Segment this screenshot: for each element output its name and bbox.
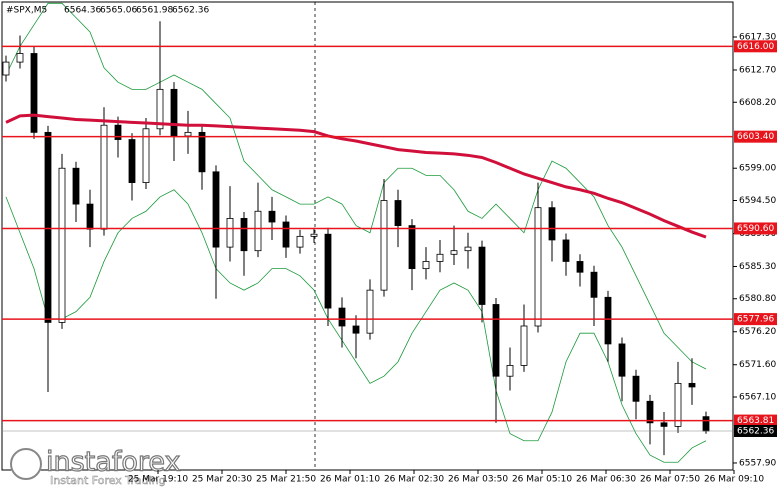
candle-body <box>254 210 262 252</box>
candle-body <box>16 53 24 63</box>
candle-body <box>58 167 66 323</box>
last-price-label: 6562.36 <box>737 426 774 436</box>
candle-body <box>660 422 668 427</box>
candle-body <box>548 207 556 241</box>
candle-body <box>422 261 430 270</box>
x-tick-label: 26 Mar 01:10 <box>320 475 380 485</box>
candle-body <box>352 325 360 334</box>
x-tick-label: 26 Mar 05:10 <box>512 475 572 485</box>
level-label: 6563.81 <box>737 416 774 426</box>
level-tag <box>734 313 777 326</box>
candle-body <box>282 221 290 248</box>
header-high: 6565.06 <box>100 6 137 16</box>
candle-body <box>100 124 108 230</box>
candle-body <box>576 261 584 273</box>
candle-body <box>296 235 304 248</box>
candle-body <box>338 307 346 327</box>
level-tag <box>734 130 777 143</box>
candle-body <box>156 88 164 130</box>
candle-body <box>198 131 206 173</box>
x-tick-label: 26 Mar 07:50 <box>640 475 700 485</box>
level-tag <box>734 414 777 427</box>
level-label: 6603.40 <box>737 132 774 142</box>
candle-body <box>170 88 178 137</box>
y-tick-label: 6580.80 <box>739 294 776 304</box>
candle-body <box>86 203 94 230</box>
y-tick-label: 6576.20 <box>739 327 776 337</box>
header-low: 6561.98 <box>136 6 173 16</box>
candle-body <box>324 233 332 309</box>
candle-body <box>212 171 220 248</box>
candle-body <box>394 200 402 227</box>
candle-body <box>562 239 570 262</box>
candle-body <box>674 382 682 427</box>
candle-body <box>240 218 248 252</box>
y-tick-label: 6617.30 <box>739 32 776 42</box>
header-close: 6562.36 <box>172 6 209 16</box>
level-tag <box>734 40 777 53</box>
candle-body <box>128 139 136 183</box>
candle-body <box>646 400 654 424</box>
plot-frame <box>1 1 734 471</box>
candle-body <box>2 61 10 76</box>
candle-body <box>366 289 374 334</box>
logo-brand: instaforex <box>46 447 180 478</box>
level-label: 6590.60 <box>737 224 774 234</box>
y-tick-label: 6585.30 <box>739 262 776 272</box>
candle-body <box>478 246 486 305</box>
x-tick-label: 25 Mar 21:50 <box>256 475 316 485</box>
candle-body <box>310 233 318 237</box>
y-tick-label: 6612.70 <box>739 65 776 75</box>
y-tick-label: 6594.50 <box>739 196 776 206</box>
candle-body <box>464 246 472 252</box>
candle-body <box>72 167 80 205</box>
level-label: 6616.00 <box>737 42 774 52</box>
level-tag <box>734 222 777 235</box>
candle-body <box>506 365 514 377</box>
x-tick-label: 25 Mar 19:10 <box>128 475 188 485</box>
candle-body <box>184 131 192 137</box>
logo-tagline: Instant Forex Trading <box>50 474 166 487</box>
candle-body <box>142 128 150 183</box>
x-tick-label: 26 Mar 03:50 <box>448 475 508 485</box>
candle-body <box>590 271 598 298</box>
x-tick-label: 26 Mar 06:30 <box>576 475 636 485</box>
candle-body <box>450 250 458 255</box>
y-tick-label: 6608.20 <box>739 98 776 108</box>
y-tick-label: 6599.00 <box>739 164 776 174</box>
header-open: 6564.36 <box>64 6 101 16</box>
candle-body <box>114 124 122 140</box>
candle-body <box>618 343 626 377</box>
chart-title: #SPX,M5 <box>6 6 47 16</box>
candle-body <box>44 131 52 323</box>
candle-body <box>408 225 416 270</box>
candle-body <box>380 200 388 291</box>
candle-body <box>268 210 276 223</box>
candle-body <box>688 382 696 388</box>
candle-body <box>226 218 234 248</box>
level-label: 6577.96 <box>737 315 774 325</box>
last-price-tag <box>734 424 777 437</box>
moving-average <box>5 113 707 239</box>
candle-body <box>632 375 640 402</box>
candle-body <box>30 53 38 133</box>
candle-body <box>702 416 710 432</box>
candle-body <box>520 325 528 366</box>
candle-body <box>534 207 542 327</box>
candle-body <box>492 304 500 377</box>
x-tick-label: 26 Mar 09:10 <box>704 475 764 485</box>
y-tick-label: 6571.60 <box>739 360 776 370</box>
y-tick-label: 6557.90 <box>739 458 776 468</box>
x-tick-label: 26 Mar 02:30 <box>384 475 444 485</box>
y-tick-label: 6567.10 <box>739 392 776 402</box>
candle-body <box>436 253 444 262</box>
x-tick-label: 25 Mar 20:30 <box>192 475 252 485</box>
logo-icon <box>10 448 42 480</box>
candle-body <box>604 296 612 345</box>
